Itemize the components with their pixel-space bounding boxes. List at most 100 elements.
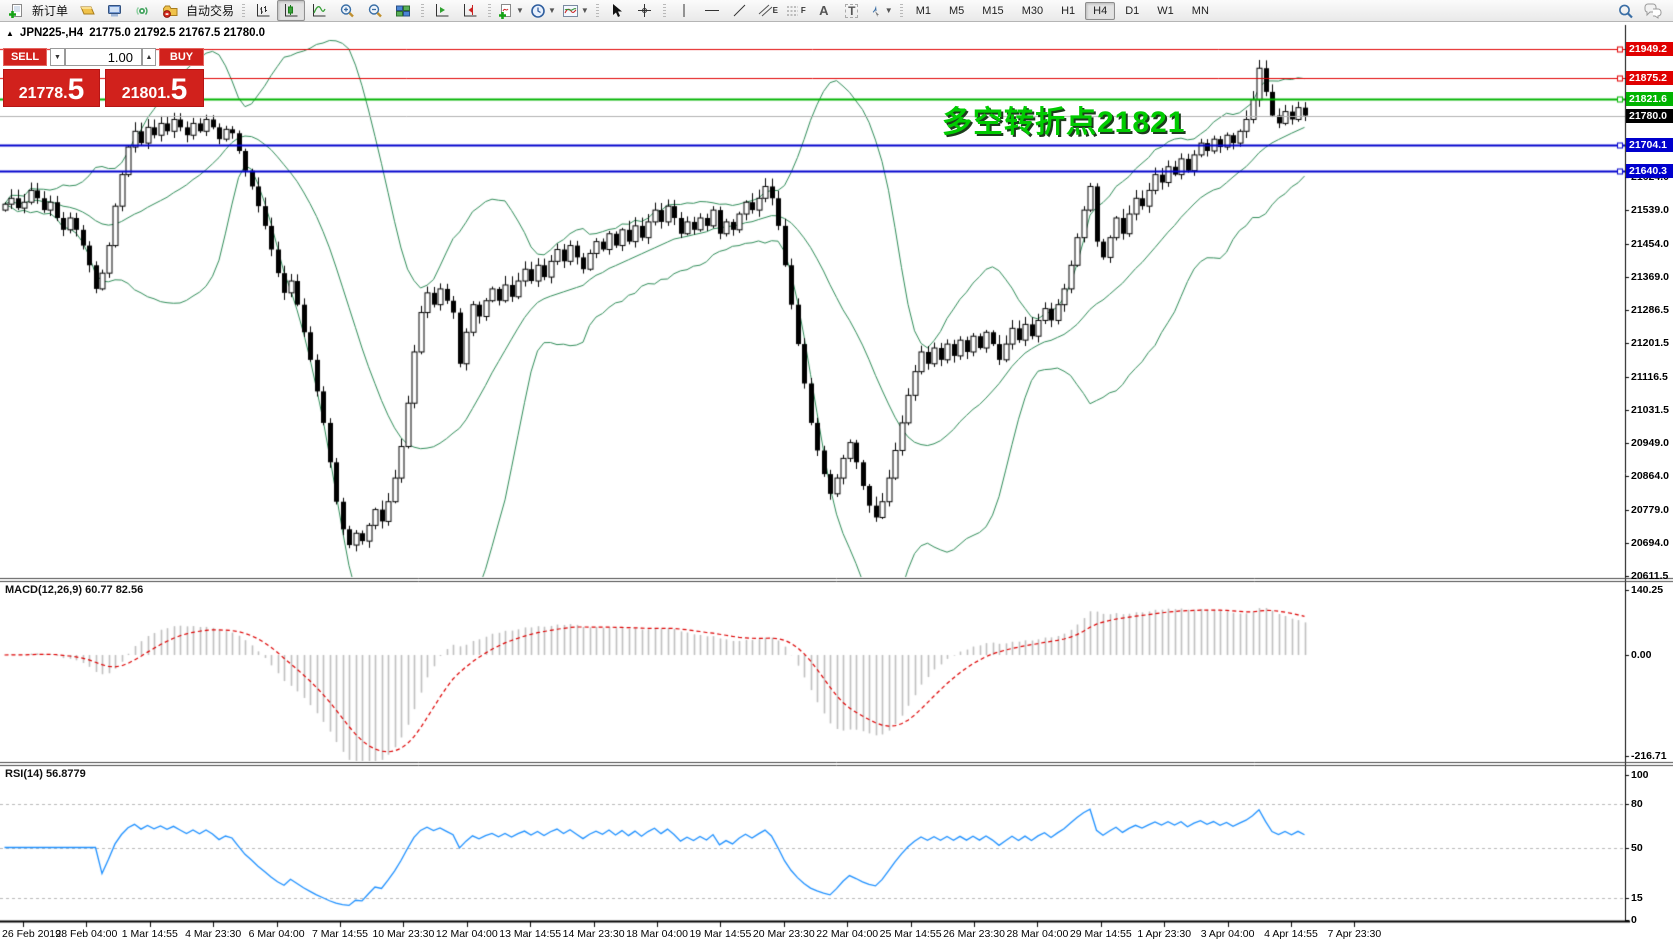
macd-value-main: 60.77	[85, 584, 113, 596]
auto-trading-label[interactable]: 自动交易	[186, 4, 235, 18]
toolbar-group-handle	[488, 3, 492, 18]
chevron-down-icon: ▼	[884, 6, 893, 15]
time-axis-label: 26 Feb 2019	[2, 928, 61, 940]
indicators-button[interactable]: ▼	[495, 0, 527, 21]
timeframe-h1[interactable]: H1	[1061, 4, 1076, 17]
rsi-axis-tick: 50	[1631, 841, 1643, 854]
rsi-axis-tick: 80	[1631, 798, 1643, 810]
one-click-collapse-icon[interactable]: ▲	[6, 28, 14, 38]
timeframe-m30[interactable]: M30	[1021, 4, 1044, 17]
time-axis-label: 1 Mar 14:55	[121, 928, 178, 940]
zoom-in-button[interactable]	[333, 0, 361, 21]
horizontal-line-tool-button[interactable]	[698, 0, 726, 21]
periods-button[interactable]: ▼	[527, 0, 559, 21]
timeframe-w1[interactable]: W1	[1157, 4, 1174, 17]
price-axis-tick: 21116.5	[1631, 370, 1668, 383]
macd-axis-tick: -216.71	[1631, 749, 1667, 762]
volume-decrement-button[interactable]: ▼	[50, 48, 65, 66]
timeframe-m15[interactable]: M15	[982, 4, 1004, 17]
time-axis-label: 7 Apr 23:30	[1327, 928, 1382, 940]
market-watch-button[interactable]	[72, 0, 100, 21]
macd-axis-tick: 0.00	[1631, 649, 1652, 661]
price-tag-21949.2: 21949.2	[1626, 41, 1673, 56]
buy-button[interactable]: BUY	[159, 48, 204, 66]
label-tool-glyph: T	[845, 3, 859, 18]
chart-symbol-period: JPN225-,H4	[19, 27, 84, 39]
sell-button[interactable]: SELL	[3, 48, 47, 66]
price-axis-tick: 20611.5	[1631, 570, 1669, 582]
new-order-label[interactable]: 新订单	[32, 4, 69, 18]
timeframe-h4[interactable]: H4	[1085, 1, 1116, 20]
equidistant-channel-tool-button[interactable]: E	[754, 0, 782, 21]
time-axis-label: 4 Mar 23:30	[185, 928, 242, 940]
chart-quotes: 21775.0 21792.5 21767.5 21780.0	[89, 27, 266, 39]
search-icon[interactable]	[1611, 1, 1639, 22]
price-axis-tick: 21539.0	[1631, 204, 1669, 217]
time-axis-label: 7 Mar 14:55	[311, 928, 369, 940]
time-axis-label: 13 Mar 14:55	[499, 928, 562, 940]
chevron-down-icon: ▼	[516, 6, 524, 15]
timeframe-d1[interactable]: D1	[1125, 4, 1140, 17]
timeframe-m5[interactable]: M5	[949, 4, 965, 17]
candlestick-chart-button[interactable]	[277, 0, 306, 21]
time-axis-label: 12 Mar 04:00	[435, 928, 498, 940]
cursor-tool-button[interactable]	[603, 0, 631, 21]
price-tag-21780.0: 21780.0	[1626, 108, 1673, 123]
volume-input[interactable]	[66, 49, 141, 66]
toolbar-group-handle	[595, 3, 599, 18]
time-axis-label: 4 Apr 14:55	[1264, 928, 1318, 940]
signal-button[interactable]	[128, 0, 156, 21]
buy-price-box[interactable]: 21801. 5	[105, 69, 204, 107]
bar-chart-button[interactable]	[249, 0, 277, 21]
new-order-button[interactable]	[2, 0, 30, 21]
text-label-tool-button[interactable]: T	[838, 0, 866, 21]
time-axis-label: 19 Mar 14:55	[689, 928, 752, 940]
rsi-axis-tick: 15	[1631, 892, 1643, 905]
buy-price-pips: 5	[170, 73, 188, 106]
price-axis-tick: 20864.0	[1631, 470, 1669, 483]
channel-tool-glyph: E	[772, 5, 778, 15]
text-tool-glyph: A	[819, 3, 829, 18]
time-axis-label: 25 Mar 14:55	[879, 928, 942, 940]
toolbar-group-handle	[242, 3, 246, 18]
line-chart-button[interactable]	[305, 0, 333, 21]
rsi-axis-tick: 100	[1631, 769, 1649, 781]
time-axis-label: 3 Apr 04:00	[1200, 928, 1255, 940]
zoom-out-button[interactable]	[361, 0, 389, 21]
templates-button[interactable]: ▼	[559, 0, 592, 21]
time-axis-label: 1 Apr 23:30	[1137, 928, 1192, 940]
arrows-tool-button[interactable]: ▼	[866, 0, 896, 21]
time-axis-label: 20 Mar 23:30	[752, 928, 815, 940]
chart-text-annotation[interactable]: 多空转折点21821	[942, 106, 1186, 139]
sell-price: 21778.	[18, 85, 68, 102]
sell-price-box[interactable]: 21778. 5	[3, 69, 100, 107]
crosshair-tool-button[interactable]	[631, 0, 659, 21]
time-axis-label: 29 Mar 14:55	[1069, 928, 1132, 940]
buy-price: 21801.	[121, 85, 171, 102]
chart-shift-button[interactable]	[456, 0, 484, 21]
price-tag-21704.1: 21704.1	[1626, 138, 1673, 153]
vertical-line-tool-button[interactable]	[670, 0, 698, 21]
terminal-button[interactable]	[100, 0, 128, 21]
chart-title: ▲ JPN225-,H4 21775.0 21792.5 21767.5 217…	[6, 27, 265, 39]
auto-scroll-button[interactable]	[428, 0, 456, 21]
fibonacci-tool-button[interactable]: F	[782, 0, 810, 21]
time-axis-label: 18 Mar 04:00	[626, 928, 688, 940]
timeframe-group: M1 M5 M15 M30 H1 H4 D1 W1 MN	[907, 1, 1218, 20]
price-tag-21875.2: 21875.2	[1626, 71, 1673, 85]
timeframe-mn[interactable]: MN	[1191, 4, 1209, 17]
price-tag-21640.3: 21640.3	[1626, 163, 1673, 178]
volume-increment-button[interactable]: ▲	[142, 48, 156, 66]
timeframe-m1[interactable]: M1	[915, 4, 931, 17]
auto-trading-button[interactable]	[156, 0, 184, 21]
tile-windows-button[interactable]	[389, 0, 417, 21]
chat-icon[interactable]	[1639, 1, 1667, 22]
rsi-value: 56.8779	[45, 768, 86, 780]
toolbar-right-group	[1611, 0, 1667, 22]
text-tool-button[interactable]: A	[810, 0, 838, 21]
trendline-tool-button[interactable]	[726, 0, 754, 21]
rsi-axis-tick: 0	[1631, 914, 1637, 926]
chevron-down-icon: ▼	[580, 6, 589, 15]
